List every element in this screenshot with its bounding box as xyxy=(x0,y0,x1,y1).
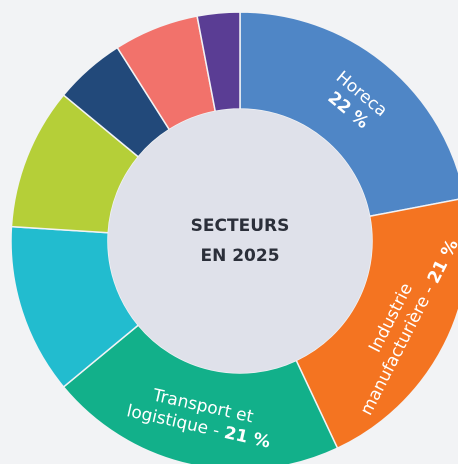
separator: - xyxy=(211,420,221,441)
chart-title: EN 2025 xyxy=(200,246,279,266)
chart-title: SECTEURS xyxy=(191,216,290,236)
center-disc xyxy=(108,109,372,373)
